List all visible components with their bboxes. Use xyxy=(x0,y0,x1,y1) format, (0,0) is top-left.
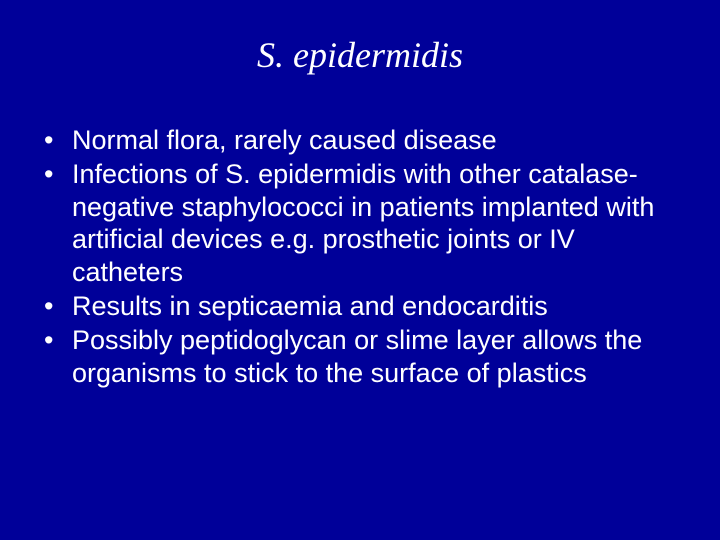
slide-container: S. epidermidis Normal flora, rarely caus… xyxy=(0,0,720,540)
list-item: Possibly peptidoglycan or slime layer al… xyxy=(42,324,690,389)
list-item: Normal flora, rarely caused disease xyxy=(42,124,690,156)
list-item: Infections of S. epidermidis with other … xyxy=(42,158,690,288)
list-item: Results in septicaemia and endocarditis xyxy=(42,290,690,322)
bullet-list: Normal flora, rarely caused disease Infe… xyxy=(30,124,690,389)
slide-title: S. epidermidis xyxy=(30,34,690,76)
